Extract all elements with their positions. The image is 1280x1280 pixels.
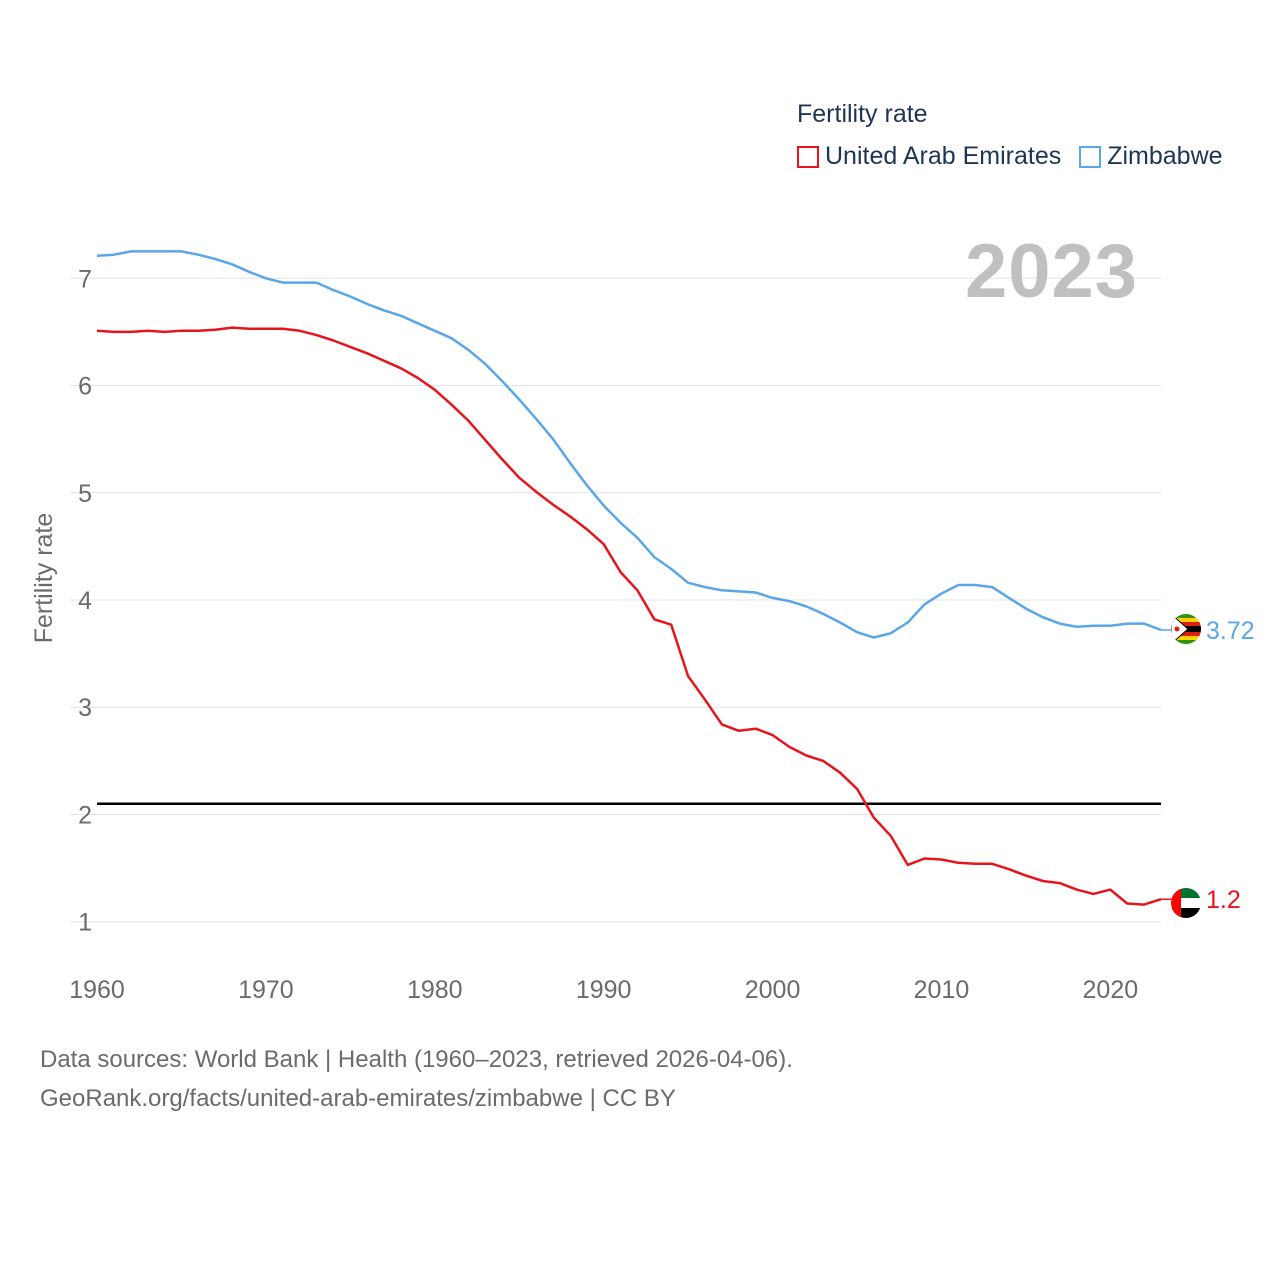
x-tick-label: 2000 [745, 976, 801, 1004]
y-tick-label: 6 [78, 373, 92, 401]
x-axis-ticks: 1960 1970 1980 1990 2000 2010 2020 [69, 976, 1138, 1004]
series-line-zimbabwe[interactable] [96, 250, 1162, 639]
y-tick-label: 7 [78, 265, 92, 293]
series-lines [96, 250, 1162, 906]
series-line-uae[interactable] [96, 326, 1162, 906]
x-tick-label: 1970 [238, 976, 294, 1004]
x-tick-label: 1960 [69, 976, 125, 1004]
y-tick-label: 5 [78, 480, 92, 508]
x-tick-label: 1980 [407, 976, 463, 1004]
legend-swatch-zimbabwe [1079, 145, 1102, 168]
legend: United Arab Emirates Zimbabwe [797, 142, 1241, 171]
x-tick-label: 1990 [576, 976, 632, 1004]
uae-flag-icon [1171, 888, 1201, 918]
y-axis-ticks: 1 2 3 4 5 6 7 [78, 265, 92, 936]
zimbabwe-flag-icon [1171, 614, 1201, 644]
gridlines [70, 277, 1161, 923]
series-end-markers: 1.2 3.72 [1161, 617, 1255, 914]
year-overlay: 2023 [965, 229, 1139, 314]
legend-item-zimbabwe[interactable]: Zimbabwe [1079, 142, 1223, 171]
footer-attribution[interactable]: GeoRank.org/facts/united-arab-emirates/z… [40, 1085, 676, 1112]
y-axis-label: Fertility rate [30, 513, 58, 644]
x-tick-label: 2020 [1083, 976, 1139, 1004]
end-value-label-uae: 1.2 [1206, 886, 1241, 914]
legend-title: Fertility rate [797, 100, 928, 128]
x-tick-label: 2010 [914, 976, 970, 1004]
y-tick-label: 1 [78, 909, 92, 937]
y-tick-label: 3 [78, 694, 92, 722]
y-tick-label: 4 [78, 587, 92, 615]
legend-label-zimbabwe: Zimbabwe [1107, 142, 1223, 170]
end-value-label-zimbabwe: 3.72 [1206, 617, 1255, 645]
footer-sources: Data sources: World Bank | Health (1960–… [40, 1046, 793, 1073]
legend-label-uae: United Arab Emirates [825, 142, 1062, 170]
y-tick-label: 2 [78, 801, 92, 829]
legend-swatch-uae [797, 145, 819, 168]
legend-item-uae[interactable]: United Arab Emirates [797, 142, 1061, 171]
